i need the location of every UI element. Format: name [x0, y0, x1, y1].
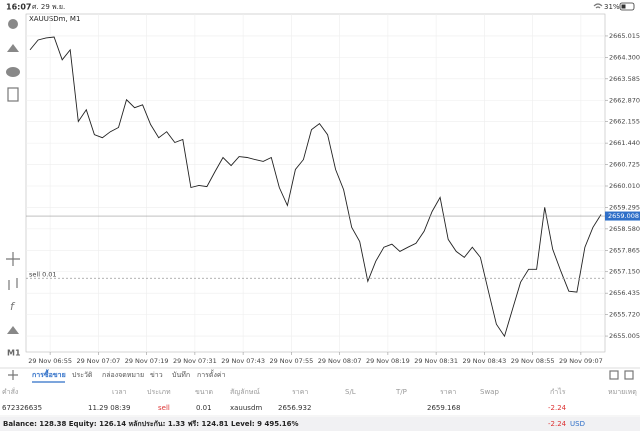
tab[interactable]: การตั้งค่า — [197, 368, 226, 379]
indicator-icon[interactable] — [8, 278, 18, 290]
x-tick-label: 29 Nov 06:55 — [28, 357, 72, 365]
trade-icon[interactable] — [7, 44, 19, 52]
column-header: Swap — [480, 388, 499, 396]
y-tick-label: 2655.720 — [609, 311, 640, 319]
x-tick-label: 29 Nov 07:31 — [173, 357, 217, 365]
y-tick-label: 2662.870 — [609, 96, 640, 104]
tab[interactable]: การซื้อขาย — [32, 368, 66, 379]
y-tick-label: 2657.150 — [609, 268, 640, 276]
table-cell: sell — [158, 404, 170, 412]
y-tick-label: 2657.865 — [609, 246, 640, 254]
left-toolbar: f M1 — [6, 19, 21, 358]
total-profit: -2.24 — [548, 420, 567, 428]
y-tick-label: 2660.010 — [609, 182, 640, 190]
table-cell: 672326635 — [2, 404, 42, 412]
y-tick-label: 2656.435 — [609, 289, 640, 297]
timeframe-button[interactable]: M1 — [7, 349, 21, 358]
current-price-label: 2659.008 — [608, 212, 639, 220]
column-header: หมายเหตุ — [608, 388, 637, 396]
chat-icon[interactable] — [6, 67, 20, 77]
table-cell: xauusdm — [230, 404, 262, 412]
function-icon[interactable]: f — [10, 300, 16, 313]
y-tick-label: 2660.725 — [609, 161, 640, 169]
current-price-tag — [605, 211, 640, 221]
column-header: T/P — [395, 388, 407, 396]
status-date: ศ. 29 พ.ย. — [32, 3, 65, 11]
y-tick-label: 2664.300 — [609, 53, 640, 61]
balance-summary: Balance: 128.38 Equity: 126.14 หลักประกั… — [3, 420, 298, 428]
add-button[interactable] — [8, 370, 18, 380]
y-tick-label: 2658.580 — [609, 225, 640, 233]
wifi-icon — [593, 3, 603, 9]
x-tick-label: 29 Nov 08:55 — [511, 357, 555, 365]
crosshair-icon[interactable] — [6, 252, 20, 266]
table-cell: 2659.168 — [427, 404, 460, 412]
column-header: กำไร — [550, 387, 566, 396]
order-line-label: sell 0.01 — [29, 270, 57, 278]
table-cell: 2656.932 — [278, 404, 311, 412]
x-tick-label: 29 Nov 08:07 — [318, 357, 362, 365]
table-cell: 0.01 — [196, 404, 212, 412]
table-cell: -2.24 — [548, 404, 567, 412]
new-order-icon[interactable] — [7, 87, 19, 102]
window-button[interactable] — [609, 370, 619, 380]
status-time: 16:07 — [6, 3, 31, 12]
y-tick-label: 2659.295 — [609, 203, 640, 211]
table-cell: 11.29 08:39 — [88, 404, 130, 412]
y-tick-label: 2663.585 — [609, 75, 640, 83]
column-header: คำสั่ง — [2, 387, 18, 396]
column-header: สัญลักษณ์ — [230, 388, 260, 396]
status-battery: 31% — [604, 3, 620, 11]
tab[interactable]: ข่าว — [150, 371, 163, 379]
battery-level — [621, 4, 626, 9]
battery-icon — [619, 2, 635, 11]
x-tick-label: 29 Nov 08:31 — [414, 357, 458, 365]
x-tick-label: 29 Nov 09:07 — [559, 357, 603, 365]
objects-icon[interactable] — [7, 326, 19, 334]
column-header: ราคา — [440, 388, 456, 396]
column-header: ประเภท — [147, 388, 171, 396]
x-tick-label: 29 Nov 08:43 — [462, 357, 506, 365]
currency: USD — [570, 420, 585, 428]
plot-frame — [25, 13, 606, 353]
menu-button[interactable] — [624, 370, 634, 380]
y-tick-label: 2665.015 — [609, 32, 640, 40]
column-header: ราคา — [292, 388, 308, 396]
balance-bar — [0, 417, 640, 431]
chart-title: XAUUSDm, M1 — [29, 15, 80, 23]
column-header: ขนาด — [195, 388, 213, 396]
x-tick-label: 29 Nov 07:43 — [221, 357, 265, 365]
x-tick-label: 29 Nov 07:55 — [269, 357, 313, 365]
x-tick-label: 29 Nov 08:19 — [366, 357, 410, 365]
tab[interactable]: กล่องจดหมาย — [102, 371, 144, 379]
y-tick-label: 2655.005 — [609, 332, 640, 340]
column-header: S/L — [345, 388, 356, 396]
x-tick-label: 29 Nov 07:07 — [76, 357, 120, 365]
tab[interactable]: บันทึก — [172, 370, 190, 379]
x-tick-label: 29 Nov 07:19 — [125, 357, 169, 365]
account-icon[interactable] — [8, 19, 18, 29]
y-tick-label: 2662.155 — [609, 118, 640, 126]
y-tick-label: 2661.440 — [609, 139, 640, 147]
price-line — [29, 36, 602, 338]
column-header: เวลา — [112, 388, 127, 396]
tab[interactable]: ประวัติ — [72, 371, 93, 379]
